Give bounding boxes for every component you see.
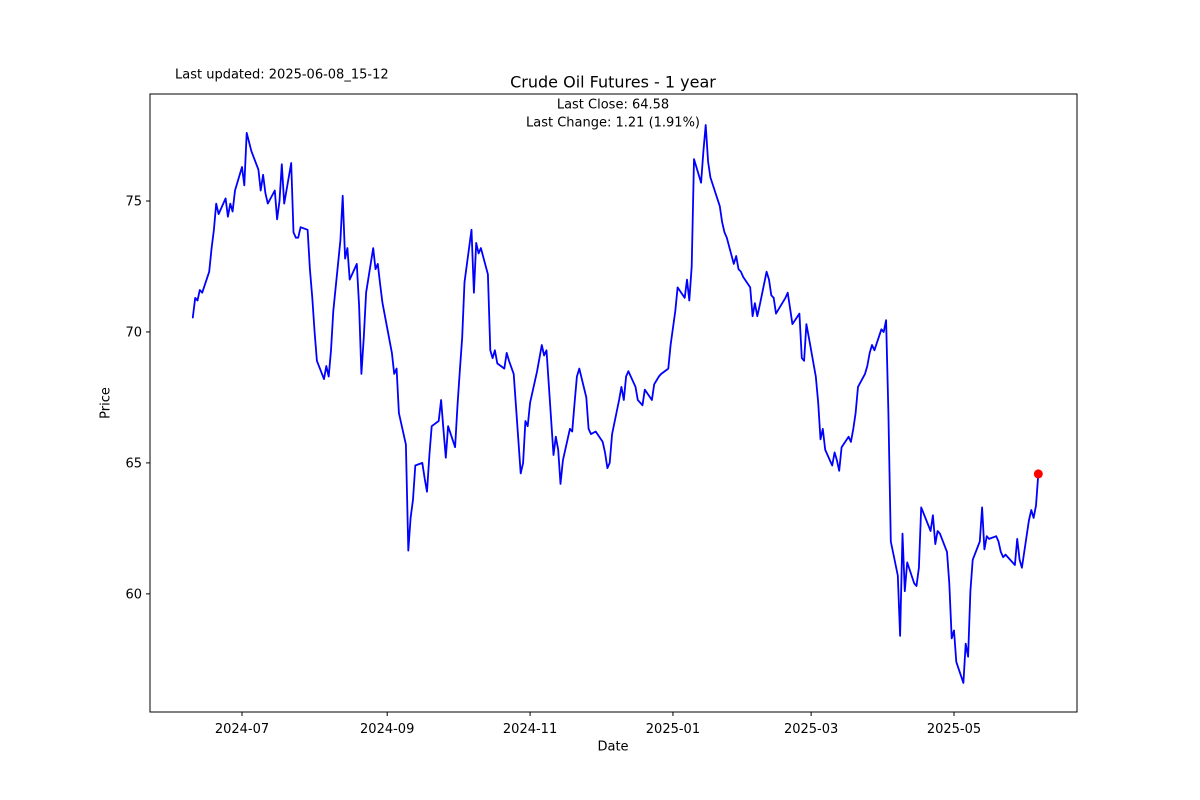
- x-tick-label: 2024-07: [215, 722, 269, 737]
- last-change-annotation: Last Change: 1.21 (1.91%): [525, 115, 701, 131]
- axes-border: [149, 93, 1078, 713]
- last-close-marker: [1033, 469, 1043, 479]
- y-tick-label: 65: [125, 456, 142, 471]
- x-tick-label: 2024-11: [503, 722, 557, 737]
- chart-title: Crude Oil Futures - 1 year: [510, 72, 716, 92]
- x-tick-label: 2025-01: [646, 722, 700, 737]
- y-tick-label: 60: [125, 587, 142, 602]
- last-updated-annotation: Last updated: 2025-06-08_15-12: [175, 67, 389, 83]
- last-close-annotation: Last Close: 64.58: [556, 97, 670, 113]
- price-line: [191, 124, 1040, 684]
- x-axis-label: Date: [597, 739, 629, 755]
- x-tick-label: 2025-05: [927, 722, 981, 737]
- x-tick-label: 2024-09: [360, 722, 414, 737]
- y-tick-label: 75: [125, 195, 142, 210]
- y-tick-label: 70: [125, 325, 142, 340]
- x-tick-label: 2025-03: [784, 722, 838, 737]
